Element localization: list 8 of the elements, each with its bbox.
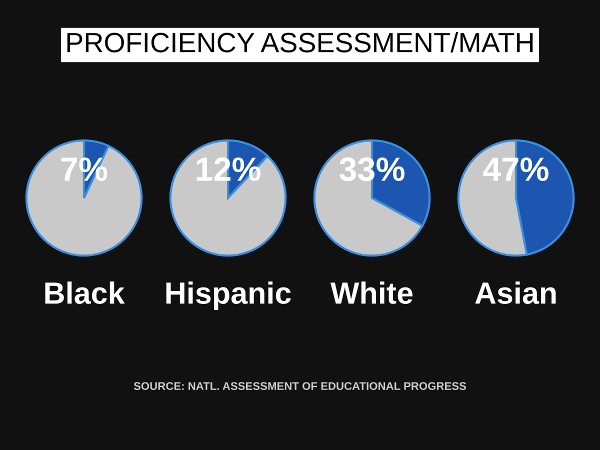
text: White bbox=[330, 282, 413, 304]
text: PROFICIENCY ASSESSMENT/MATH bbox=[67, 32, 533, 52]
pie-slice bbox=[25, 139, 143, 257]
text: Hispanic bbox=[166, 282, 291, 310]
text: Asian bbox=[475, 282, 556, 304]
text: Black bbox=[45, 282, 125, 304]
pie-slice bbox=[169, 139, 287, 257]
source-note: SOURCE: NATL. ASSESSMENT OF EDUCATIONAL PROGRESS bbox=[134, 382, 466, 390]
